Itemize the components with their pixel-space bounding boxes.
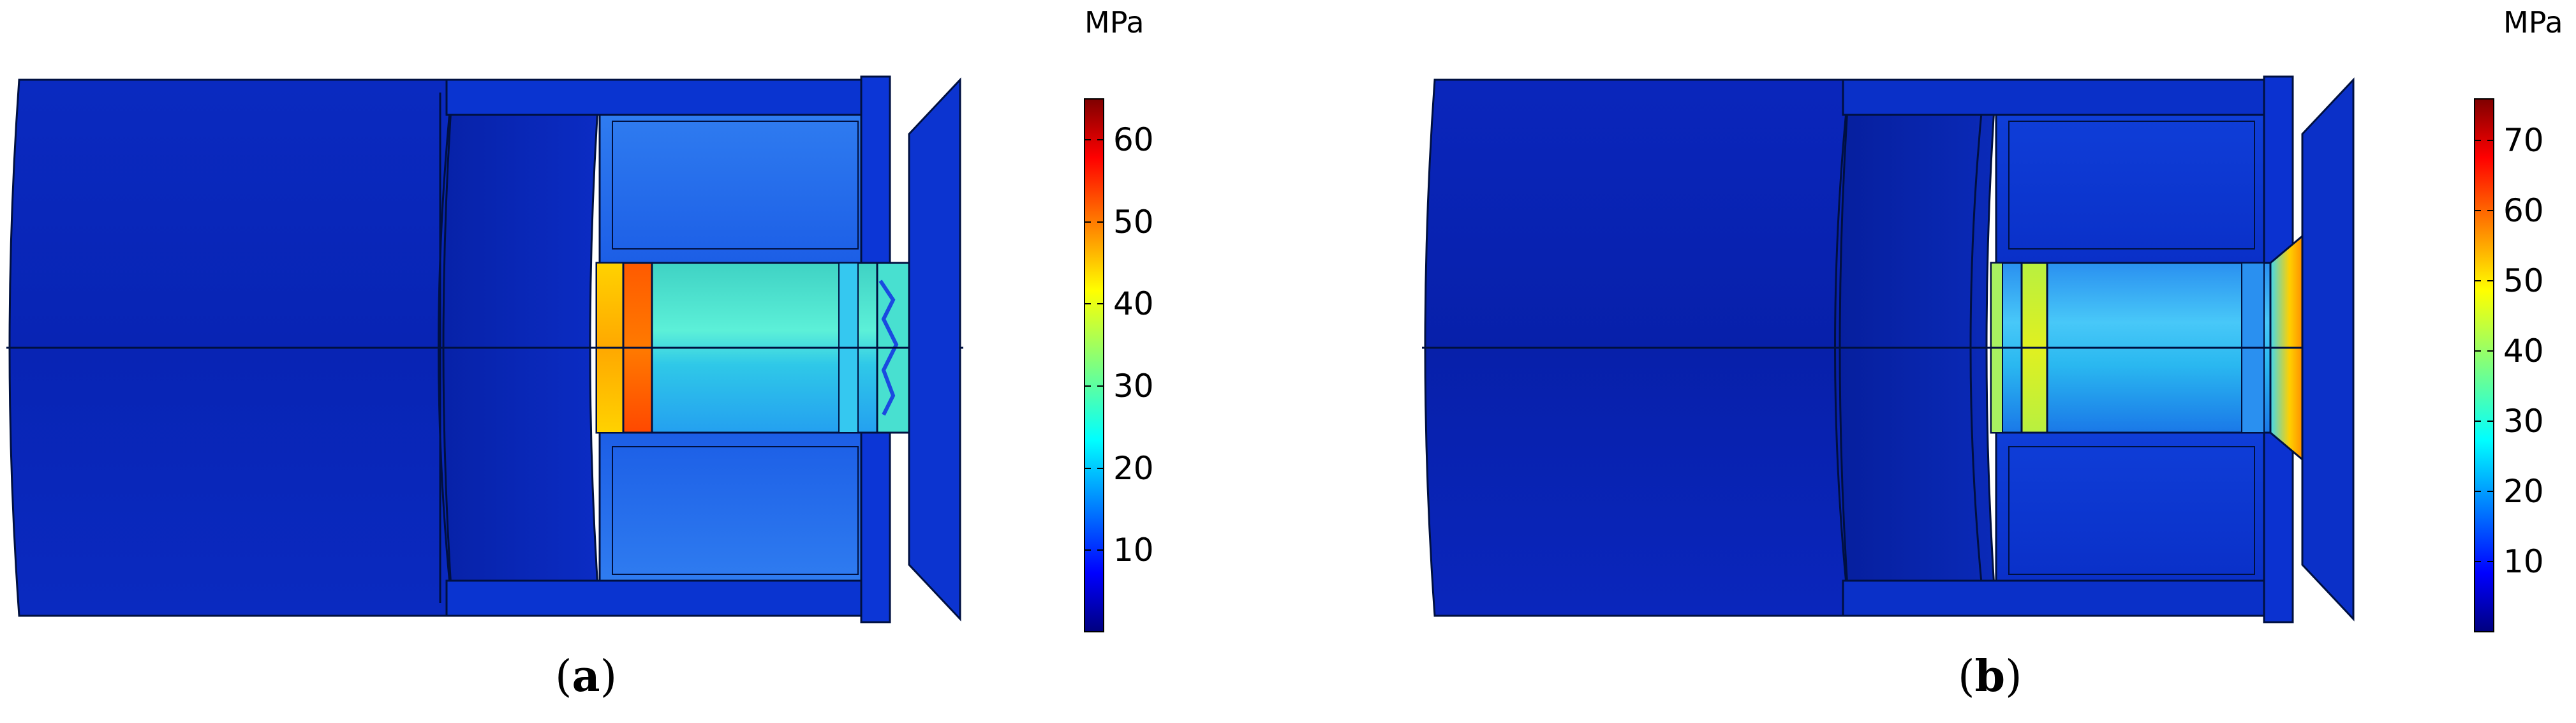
stress-contour-plot-b [1422, 75, 2494, 632]
sleeve-bottom [598, 431, 862, 582]
panel-caption: (b) [1958, 651, 2022, 702]
colorbar-tick: 30 [1113, 368, 1154, 405]
colorbar-tick: 70 [2503, 122, 2544, 159]
colorbar-tick-marks [2475, 140, 2494, 562]
panel-caption: (a) [555, 651, 618, 702]
colorbar-unit: MPa [1084, 5, 1144, 40]
sleeve-top [598, 114, 862, 264]
stress-contour-plot-a [6, 75, 1104, 632]
colorbar-tick: 20 [1113, 450, 1154, 487]
colorbar-tick: 10 [1113, 532, 1154, 569]
sleeve-bottom [1995, 431, 2265, 582]
colorbar-tick: 30 [2503, 403, 2544, 440]
colorbar-tick: 40 [2503, 332, 2544, 369]
colorbar-tick: 50 [1113, 204, 1154, 241]
colorbar-tick: 20 [2503, 473, 2544, 510]
colorbar-tick: 60 [1113, 121, 1154, 158]
colorbar [1084, 98, 1104, 632]
end-plate [908, 77, 961, 622]
sleeve-top [1995, 114, 2265, 264]
colorbar-tick-marks [1084, 139, 1104, 551]
panel-a: MPa 10 20 30 40 50 60 (a) [6, 5, 1154, 702]
colorbar-unit: MPa [2503, 5, 2563, 40]
colorbar-tick: 60 [2503, 192, 2544, 229]
colorbar-tick: 40 [1113, 285, 1154, 322]
colorbar-tick: 50 [2503, 262, 2544, 299]
panel-b: MPa 10 20 30 40 50 60 70 (b) [1288, 0, 2576, 723]
colorbar [2474, 98, 2494, 632]
colorbar-tick: 10 [2503, 543, 2544, 580]
end-plate [2301, 77, 2355, 622]
